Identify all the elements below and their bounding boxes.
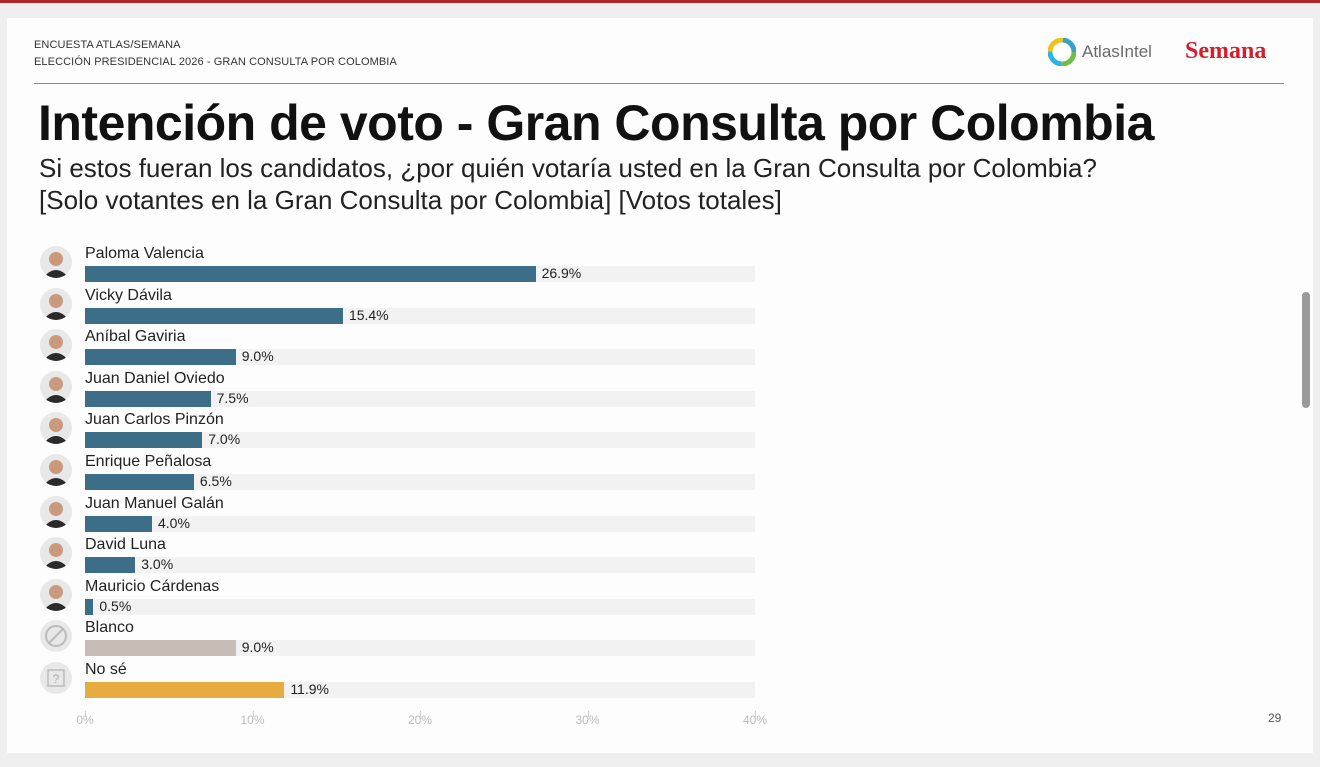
x-tick-label: 0% [76, 713, 94, 727]
bar-track: 9.0% [85, 639, 755, 657]
bar-track: 9.0% [85, 348, 755, 366]
atlasintel-wordmark: AtlasIntel [1082, 42, 1152, 61]
category-label: Aníbal Gaviria [85, 328, 186, 346]
x-tick [587, 711, 589, 717]
data-label: 6.5% [199, 473, 232, 489]
bar-track: 0.5% [85, 597, 755, 615]
data-label: 4.0% [158, 514, 190, 531]
bar-track: 26.9% [85, 265, 755, 282]
category-label: Juan Carlos Pinzón [85, 411, 224, 429]
x-tick-label: 40% [742, 713, 768, 727]
x-tick [85, 711, 86, 717]
bar [85, 557, 136, 574]
candidate-avatar [40, 246, 72, 278]
election-label: ELECCIÓN PRESIDENCIAL 2026 - GRAN CONSUL… [34, 56, 397, 68]
bar [85, 390, 211, 407]
category-label: Juan Daniel Oviedo [85, 369, 225, 387]
prohibited-icon [40, 620, 72, 653]
candidate-avatar [40, 329, 72, 362]
bar [85, 640, 236, 657]
bar [85, 432, 203, 449]
bar [85, 598, 94, 615]
x-tick [252, 711, 254, 717]
candidate-avatar [40, 412, 72, 445]
category-label: No sé [85, 661, 127, 678]
chart-subtitle-scope: [Solo votantes en la Gran Consulta por C… [39, 185, 782, 215]
data-label: 7.5% [216, 389, 249, 406]
x-tick [755, 711, 756, 717]
atlasintel-logo: AtlasIntel [1048, 38, 1152, 66]
category-label: Paloma Valencia [85, 245, 204, 262]
data-label: 7.0% [208, 431, 241, 448]
candidate-avatar [40, 537, 72, 570]
bar [85, 307, 343, 324]
data-label: 11.9% [290, 681, 329, 697]
bar [85, 349, 236, 366]
bar-track: 4.0% [85, 514, 755, 532]
data-label: 9.0% [241, 639, 274, 656]
category-label: Enrique Peñalosa [85, 453, 212, 470]
bar [85, 266, 536, 282]
bar-track: 7.5% [85, 389, 755, 407]
x-tick-label: 10% [240, 713, 265, 727]
data-label: 9.0% [241, 348, 274, 365]
candidate-avatar [40, 495, 72, 528]
candidate-avatar [40, 370, 72, 403]
chart-title: Intención de voto - Gran Consulta por Co… [38, 95, 1154, 151]
candidate-avatar [40, 287, 72, 320]
header-divider [34, 83, 1284, 84]
category-label: Blanco [85, 619, 134, 637]
bar-track: 6.5% [85, 473, 755, 490]
data-label: 0.5% [99, 597, 132, 614]
bar [85, 682, 285, 698]
bar-track: 7.0% [85, 431, 755, 449]
bar-track: 11.9% [85, 681, 755, 698]
candidate-avatar [40, 454, 72, 486]
candidate-avatar [40, 578, 72, 611]
data-label: 3.0% [141, 556, 174, 573]
svg-text:?: ? [53, 672, 60, 686]
x-tick [420, 711, 421, 717]
semana-logo: Semana [1185, 38, 1267, 64]
question-icon: ? [40, 662, 72, 694]
data-label: 15.4% [348, 306, 389, 323]
category-label: David Luna [85, 536, 166, 554]
category-label: Vicky Dávila [85, 286, 172, 304]
x-tick-label: 20% [407, 713, 433, 727]
slide-card [7, 18, 1313, 753]
category-label: Juan Manuel Galán [85, 494, 224, 512]
bar-track: 3.0% [85, 556, 755, 574]
chart-subtitle-question: Si estos fueran los candidatos, ¿por qui… [39, 153, 1097, 183]
top-accent-bar [0, 0, 1320, 3]
data-label: 26.9% [541, 265, 582, 281]
survey-label: ENCUESTA ATLAS/SEMANA [34, 39, 181, 51]
bar [85, 474, 194, 490]
scrollbar-thumb[interactable] [1302, 292, 1310, 408]
category-label: Mauricio Cárdenas [85, 577, 220, 595]
x-tick-label: 30% [575, 713, 600, 727]
bar [85, 515, 152, 532]
bar-track: 15.4% [85, 306, 755, 324]
page-number: 29 [1268, 711, 1282, 725]
atlas-diamond-icon [1048, 38, 1076, 66]
